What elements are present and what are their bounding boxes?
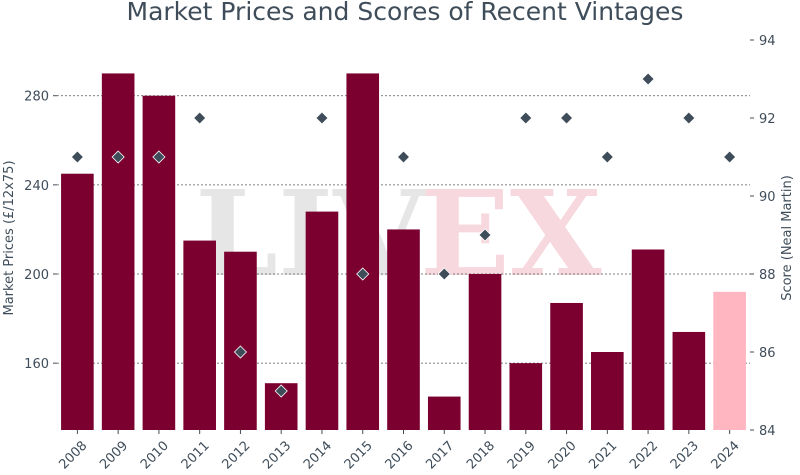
watermark-ex: EX (420, 164, 602, 303)
x-tick-label-2008: 2008 (56, 438, 90, 472)
x-tick-label-2017: 2017 (423, 438, 457, 472)
score-marker-2017 (437, 267, 451, 281)
bar-2020 (550, 302, 583, 430)
x-tick-label-2018: 2018 (464, 438, 498, 472)
y2-axis-label: Score (Neal Martin) (780, 175, 795, 301)
x-tick-label-2012: 2012 (219, 438, 253, 472)
chart-title: Market Prices and Scores of Recent Vinta… (127, 0, 684, 26)
bar-2017 (427, 396, 461, 430)
score-marker-2019 (519, 111, 533, 125)
bar-2018 (468, 274, 502, 430)
bar-2014 (305, 211, 339, 430)
bar-2019 (509, 363, 543, 430)
score-marker-2009 (111, 150, 125, 164)
score-marker-2024 (723, 150, 737, 164)
bar-2016 (387, 229, 420, 430)
bar-2009 (101, 73, 135, 430)
x-tick-label-2020: 2020 (546, 438, 580, 472)
bar-2024 (713, 291, 746, 430)
score-marker-2020 (559, 111, 574, 125)
bar-2010 (142, 95, 176, 430)
x-tick-label-2014: 2014 (301, 438, 335, 472)
x-tick-label-2011: 2011 (179, 438, 213, 472)
bars (61, 73, 746, 430)
y2-tick-label-88: 88 (759, 268, 776, 283)
score-marker-2016 (396, 150, 411, 164)
x-tick-label-2010: 2010 (138, 438, 172, 472)
bar-2011 (183, 240, 216, 430)
bar-2008 (61, 173, 94, 430)
y-tick-label-160: 160 (24, 357, 49, 372)
y2-tick-label-90: 90 (759, 190, 776, 205)
x-tick-label-2024: 2024 (709, 438, 743, 472)
y-tick-label-280: 280 (24, 90, 49, 105)
score-marker-2013 (274, 384, 288, 398)
y-tick-label-240: 240 (24, 179, 49, 194)
x-tick-label-2015: 2015 (342, 438, 376, 472)
y2-tick-label-94: 94 (759, 34, 776, 49)
x-tick-label-2009: 2009 (97, 438, 131, 472)
score-marker-2010 (152, 150, 166, 164)
score-marker-2015 (356, 267, 370, 281)
x-tick-label-2022: 2022 (627, 438, 661, 472)
score-marker-2011 (193, 111, 207, 125)
y-axis-label: Market Prices (£/12x75) (2, 160, 17, 315)
x-tick-label-2023: 2023 (668, 438, 702, 472)
y2-tick-label-86: 86 (759, 346, 776, 361)
score-marker-2022 (641, 72, 655, 86)
x-tick-label-2021: 2021 (586, 438, 620, 472)
score-marker-2012 (233, 345, 248, 359)
score-markers (70, 72, 737, 398)
bar-2015 (346, 73, 380, 430)
x-tick-label-2013: 2013 (260, 438, 294, 472)
y2-tick-label-92: 92 (759, 112, 776, 127)
score-marker-2014 (315, 111, 329, 125)
bar-2023 (672, 331, 706, 430)
bar-2021 (591, 352, 624, 430)
y-tick-label-200: 200 (24, 268, 49, 283)
score-marker-2018 (478, 228, 492, 242)
bar-2012 (224, 251, 257, 430)
x-tick-label-2016: 2016 (383, 438, 417, 472)
x-tick-label-2019: 2019 (505, 438, 539, 472)
bar-2022 (631, 249, 665, 430)
score-marker-2023 (682, 111, 696, 125)
score-marker-2021 (600, 150, 614, 164)
score-marker-2008 (70, 150, 84, 164)
y2-tick-label-84: 84 (759, 424, 776, 439)
